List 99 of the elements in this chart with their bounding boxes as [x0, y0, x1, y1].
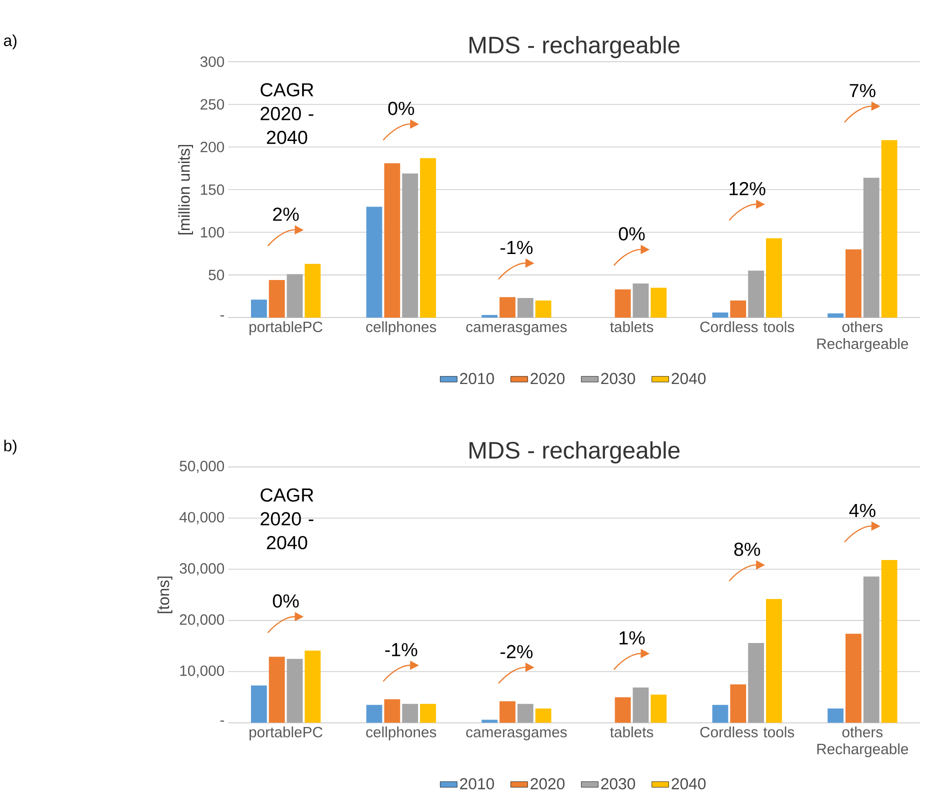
- bar: [650, 694, 667, 723]
- bar: [828, 313, 844, 318]
- x-tick-label: cellphones: [366, 321, 436, 335]
- text: b): [4, 440, 16, 454]
- annotation: 8%: [734, 542, 760, 556]
- bar: [250, 299, 267, 318]
- bar: [286, 658, 303, 723]
- bar: [863, 576, 880, 723]
- bar: [286, 274, 303, 318]
- bar: [482, 314, 498, 318]
- bar: [730, 684, 746, 723]
- bar: [366, 704, 382, 723]
- x-tick-label: cellphones: [366, 726, 436, 740]
- x-tick-label: portablePC: [250, 726, 322, 740]
- text: a): [4, 34, 16, 50]
- legend-label: 2040: [672, 372, 706, 384]
- bar: [748, 270, 764, 318]
- bar: [384, 699, 400, 723]
- bar: [766, 238, 782, 318]
- bar: [500, 701, 516, 723]
- annotation: 1%: [620, 631, 645, 644]
- bar: [402, 173, 418, 318]
- bar: [846, 634, 862, 723]
- annotation: 0%: [272, 594, 299, 608]
- y-tick-label: -: [220, 315, 224, 316]
- legend-label: 2010: [460, 778, 494, 790]
- bar: [748, 642, 764, 723]
- legend-label: 2040: [672, 778, 706, 790]
- legend-label: 2020: [530, 372, 565, 384]
- x-tick-label: tablets: [610, 321, 654, 332]
- bar: [881, 140, 898, 318]
- bar: [730, 300, 746, 318]
- x-tick-label: portablePC: [250, 321, 322, 335]
- bar: [268, 656, 285, 723]
- bar: [304, 264, 321, 318]
- x-tick-label: camerasgames: [466, 729, 567, 740]
- bar: [500, 296, 516, 318]
- annotation: 4%: [849, 504, 876, 517]
- bar: [712, 312, 728, 318]
- bar: [250, 685, 267, 723]
- annotation: -2%: [500, 644, 533, 658]
- annotation: 2%: [273, 207, 299, 221]
- bar: [846, 249, 862, 318]
- chart-title: MDS - rechargeable: [470, 441, 680, 464]
- bar: [535, 300, 552, 318]
- bar: [420, 158, 436, 318]
- y-tick-label: 200: [200, 142, 224, 152]
- bar: [614, 289, 631, 318]
- y-tick-label: 20,000: [180, 614, 224, 626]
- annotation: 0%: [388, 102, 414, 115]
- bar: [535, 708, 552, 723]
- y-tick-label: 250: [200, 98, 224, 110]
- bar: [482, 720, 498, 723]
- bar: [268, 280, 285, 318]
- bar: [650, 288, 667, 318]
- x-tick-label: Cordless tools: [700, 726, 794, 738]
- annotation: 12%: [730, 182, 766, 196]
- bar: [517, 704, 534, 723]
- bar: [402, 704, 418, 723]
- legend-label: 2020: [530, 778, 565, 790]
- legend-label: 2010: [460, 372, 494, 384]
- bar: [304, 650, 321, 723]
- y-tick-label: 40,000: [179, 512, 224, 524]
- x-tick-label: others Rechargeable: [817, 726, 908, 757]
- y-tick-label: 100: [200, 226, 224, 238]
- annotation: CAGR 2020 - 2040: [260, 488, 314, 550]
- bar: [881, 560, 898, 723]
- bar: [828, 708, 844, 723]
- annotation: 7%: [850, 84, 876, 97]
- y-tick-label: 50: [208, 269, 224, 280]
- y-tick-label: 50,000: [180, 460, 224, 473]
- annotation: -1%: [385, 642, 418, 656]
- bar: [384, 163, 400, 318]
- x-tick-label: camerasgames: [466, 324, 567, 335]
- legend-label: 2030: [601, 372, 636, 384]
- bar: [420, 704, 436, 723]
- bar: [766, 598, 782, 723]
- bar: [614, 697, 631, 723]
- bar: [517, 298, 534, 318]
- y-tick-label: -: [220, 720, 224, 722]
- annotation: 0%: [618, 226, 645, 240]
- x-tick-label: others Rechargeable: [817, 321, 908, 352]
- y-tick-label: 10,000: [180, 665, 224, 678]
- y-axis-title: [million units]: [178, 144, 194, 234]
- bar: [632, 687, 649, 723]
- bar: [632, 283, 649, 318]
- x-tick-label: Cordless tools: [700, 321, 794, 332]
- annotation: -1%: [500, 240, 533, 254]
- x-tick-label: tablets: [610, 726, 654, 738]
- y-tick-label: 30,000: [180, 562, 224, 576]
- bar: [712, 704, 728, 723]
- bar: [366, 206, 382, 318]
- y-tick-label: 150: [200, 184, 224, 195]
- bar: [863, 178, 880, 318]
- y-tick-label: 300: [200, 56, 224, 67]
- chart-title: MDS - rechargeable: [470, 36, 680, 58]
- y-axis-title: [tons]: [158, 576, 172, 613]
- annotation: CAGR 2020 - 2040: [260, 82, 314, 144]
- legend-label: 2030: [601, 778, 636, 790]
